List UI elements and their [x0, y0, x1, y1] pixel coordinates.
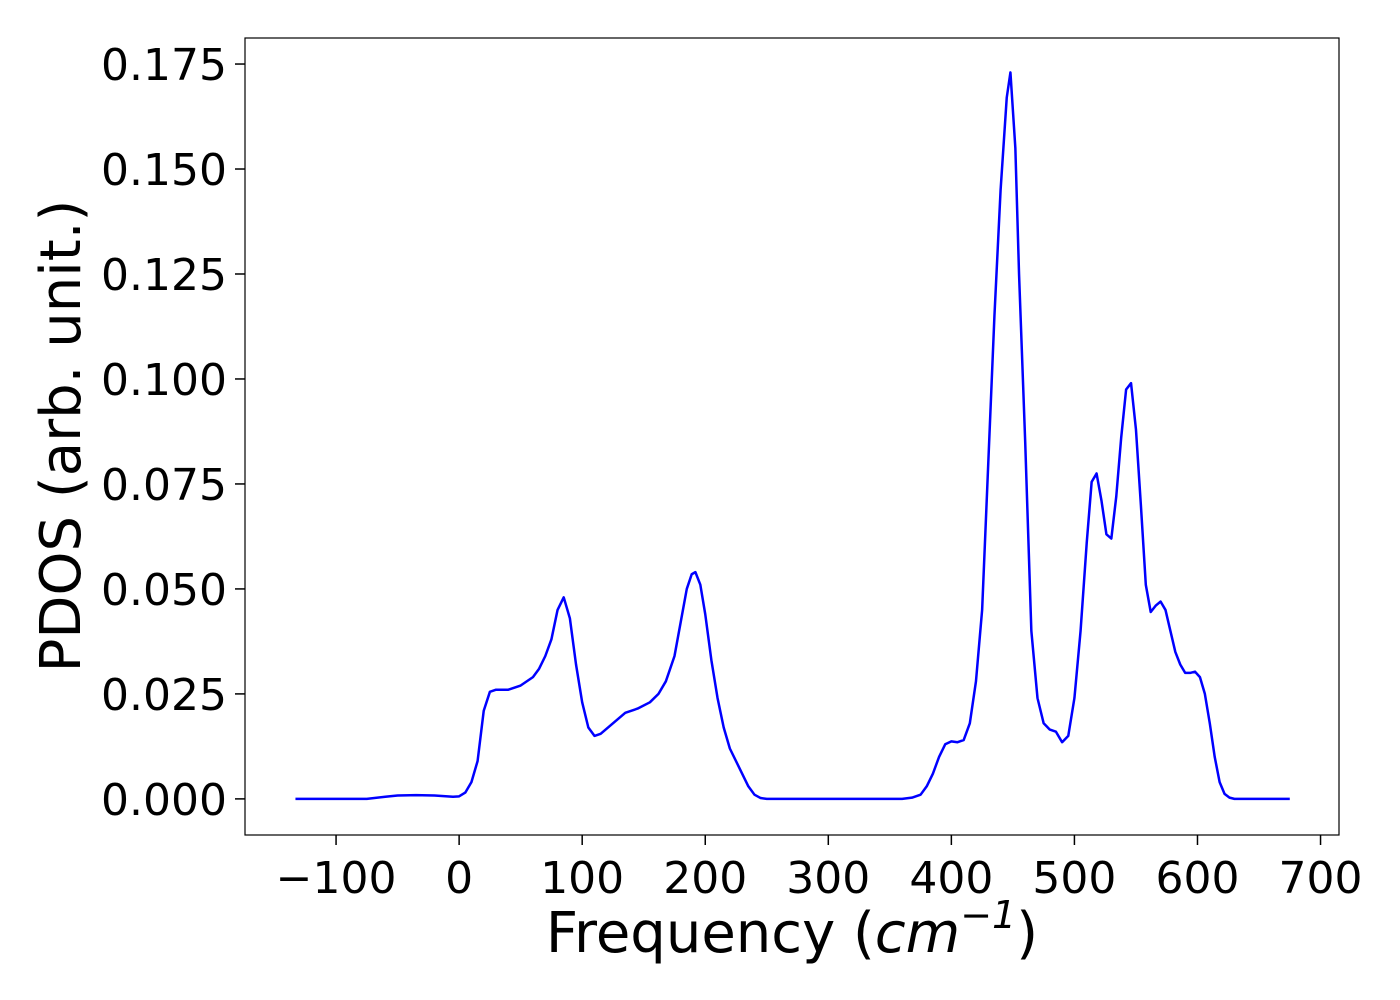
- y-tick-label: 0.150: [101, 145, 227, 196]
- y-tick-label: 0.075: [101, 460, 227, 511]
- x-axis-label: Frequency (cm−1): [546, 893, 1038, 966]
- y-tick-label: 0.125: [101, 250, 227, 301]
- x-label-sup: −1: [960, 893, 1016, 937]
- x-tick-label: 500: [1032, 853, 1116, 904]
- x-tick-label: 0: [445, 853, 473, 904]
- x-tick-label: 700: [1279, 853, 1363, 904]
- y-tick-label: 0.025: [101, 670, 227, 721]
- y-tick-label: 0.050: [101, 565, 227, 616]
- y-axis-label: PDOS (arb. unit.): [29, 200, 94, 673]
- x-tick-label: 100: [540, 853, 624, 904]
- x-tick-label: 300: [786, 853, 870, 904]
- y-tick-label: 0.175: [101, 40, 227, 91]
- x-tick-label: 400: [909, 853, 993, 904]
- x-tick-label: 600: [1155, 853, 1239, 904]
- x-label-math: cm: [875, 901, 960, 966]
- x-label-close: ): [1016, 901, 1038, 966]
- y-tick-label: 0.000: [101, 775, 227, 826]
- line: [295, 71, 1290, 801]
- y-tick-label: 0.100: [101, 355, 227, 406]
- x-label-text: Frequency (: [546, 901, 875, 966]
- x-tick-label: −100: [276, 853, 397, 904]
- plot-frame: [244, 37, 1340, 836]
- x-tick-label: 200: [663, 853, 747, 904]
